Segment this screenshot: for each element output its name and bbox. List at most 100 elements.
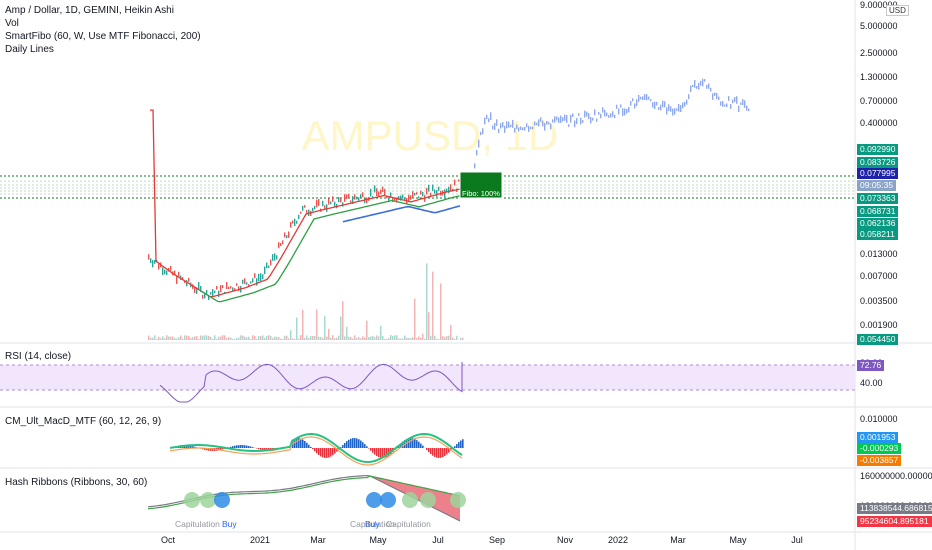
price-candle <box>554 116 556 123</box>
volume-bar <box>298 338 300 340</box>
volume-bar <box>336 337 338 340</box>
price-tick-label: 0.400000 <box>860 118 898 128</box>
price-candle <box>228 286 230 290</box>
rsi-line <box>159 362 463 403</box>
price-candle <box>730 104 732 109</box>
price-candle <box>694 79 696 88</box>
macd-histogram-bar <box>318 448 320 456</box>
volume-bar <box>234 338 236 340</box>
price-candle <box>358 197 360 201</box>
price-candle <box>738 105 740 112</box>
price-candle <box>614 114 616 119</box>
price-candle <box>720 101 722 106</box>
volume-bar <box>442 336 444 340</box>
macd-histogram-bar <box>218 448 220 451</box>
price-candle <box>480 131 482 136</box>
volume-bar <box>446 336 448 340</box>
volume-bar <box>308 338 310 340</box>
currency-button[interactable]: USD <box>886 5 909 16</box>
macd-histogram-bar <box>230 446 232 448</box>
volume-bar <box>212 338 214 340</box>
volume-bar <box>262 335 264 340</box>
price-candle <box>618 108 620 115</box>
price-candle <box>508 121 510 128</box>
price-candle <box>206 290 208 294</box>
price-candle <box>588 113 590 120</box>
macd-histogram-bar <box>304 440 306 448</box>
vol-label[interactable]: Vol <box>5 18 19 29</box>
macd-histogram-bar <box>362 442 364 448</box>
price-candle <box>578 113 580 116</box>
macd-histogram-bar <box>240 445 242 448</box>
price-candle <box>402 194 404 199</box>
volume-bar <box>250 338 252 340</box>
volume-bar <box>372 335 374 340</box>
volume-bar <box>194 336 196 340</box>
smartfibo-label[interactable]: SmartFibo (60, W, Use MTF Fibonacci, 200… <box>5 31 201 42</box>
macd-histogram-bar <box>412 438 414 448</box>
rsi-label[interactable]: RSI (14, close) <box>5 351 72 362</box>
macd-histogram-bar <box>356 438 358 448</box>
macd-histogram-bar <box>242 445 244 448</box>
macd-histogram-bar <box>388 448 390 456</box>
volume-bar <box>312 335 314 340</box>
price-candle <box>510 124 512 128</box>
price-candle <box>708 83 710 89</box>
price-candle <box>416 192 418 195</box>
volume-bar <box>256 338 258 340</box>
volume-bar <box>208 335 210 340</box>
macd-histogram-bar <box>222 448 224 450</box>
price-candle <box>478 139 480 148</box>
price-candle <box>540 117 542 122</box>
price-candle <box>526 123 528 128</box>
volume-bar <box>314 335 316 340</box>
macd-histogram-bar <box>454 446 456 448</box>
price-candle <box>360 194 362 198</box>
volume-bar <box>422 333 424 340</box>
volume-bar <box>402 338 404 340</box>
volume-bar <box>156 338 158 340</box>
macd-histogram-bar <box>366 446 368 448</box>
price-candle <box>412 191 414 198</box>
macd-label[interactable]: CM_Ult_MacD_MTF (60, 12, 26, 9) <box>5 416 162 427</box>
price-candle <box>642 96 644 101</box>
volume-bar <box>178 337 180 340</box>
macd-histogram-bar <box>188 445 190 448</box>
hash-value-tag: 113838544.686815 <box>857 503 932 514</box>
price-candle <box>328 198 330 205</box>
hash-slow-line <box>147 475 461 510</box>
price-candle <box>458 179 460 182</box>
volume-bar <box>268 335 270 340</box>
price-candle <box>718 96 720 100</box>
volume-bar <box>306 335 308 340</box>
symbol-title[interactable]: Amp / Dollar, 1D, GEMINI, Heikin Ashi <box>5 5 174 16</box>
price-candle <box>324 205 326 210</box>
macd-histogram-bar <box>206 448 208 451</box>
rsi-band <box>0 365 855 390</box>
daily-lines-label[interactable]: Daily Lines <box>5 44 54 55</box>
volume-bar <box>348 336 350 340</box>
price-candle <box>300 211 302 214</box>
price-candle <box>640 96 642 100</box>
macd-histogram-bar <box>320 448 322 457</box>
price-candle <box>712 93 714 100</box>
price-candle <box>446 188 448 192</box>
price-candle <box>188 277 190 282</box>
price-candle <box>654 101 656 109</box>
price-candle <box>438 186 440 191</box>
volume-bar <box>206 335 208 340</box>
hash-label[interactable]: Hash Ribbons (Ribbons, 30, 60) <box>5 477 148 488</box>
price-candle <box>268 265 270 268</box>
volume-bar <box>420 337 422 340</box>
price-candle <box>302 205 304 211</box>
macd-histogram-bar <box>258 448 260 450</box>
price-candle <box>422 191 424 197</box>
volume-bar <box>152 337 154 340</box>
time-tick-label: May <box>729 535 747 545</box>
price-candle <box>432 184 434 191</box>
price-tag: 0.092990 <box>857 144 899 155</box>
price-candle <box>706 85 708 89</box>
price-candle <box>400 195 402 201</box>
time-tick-label: Jul <box>432 535 444 545</box>
